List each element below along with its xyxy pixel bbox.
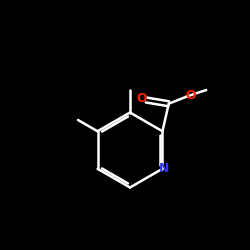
Text: O: O [136, 92, 147, 105]
Text: O: O [185, 88, 196, 102]
Text: N: N [159, 162, 170, 175]
